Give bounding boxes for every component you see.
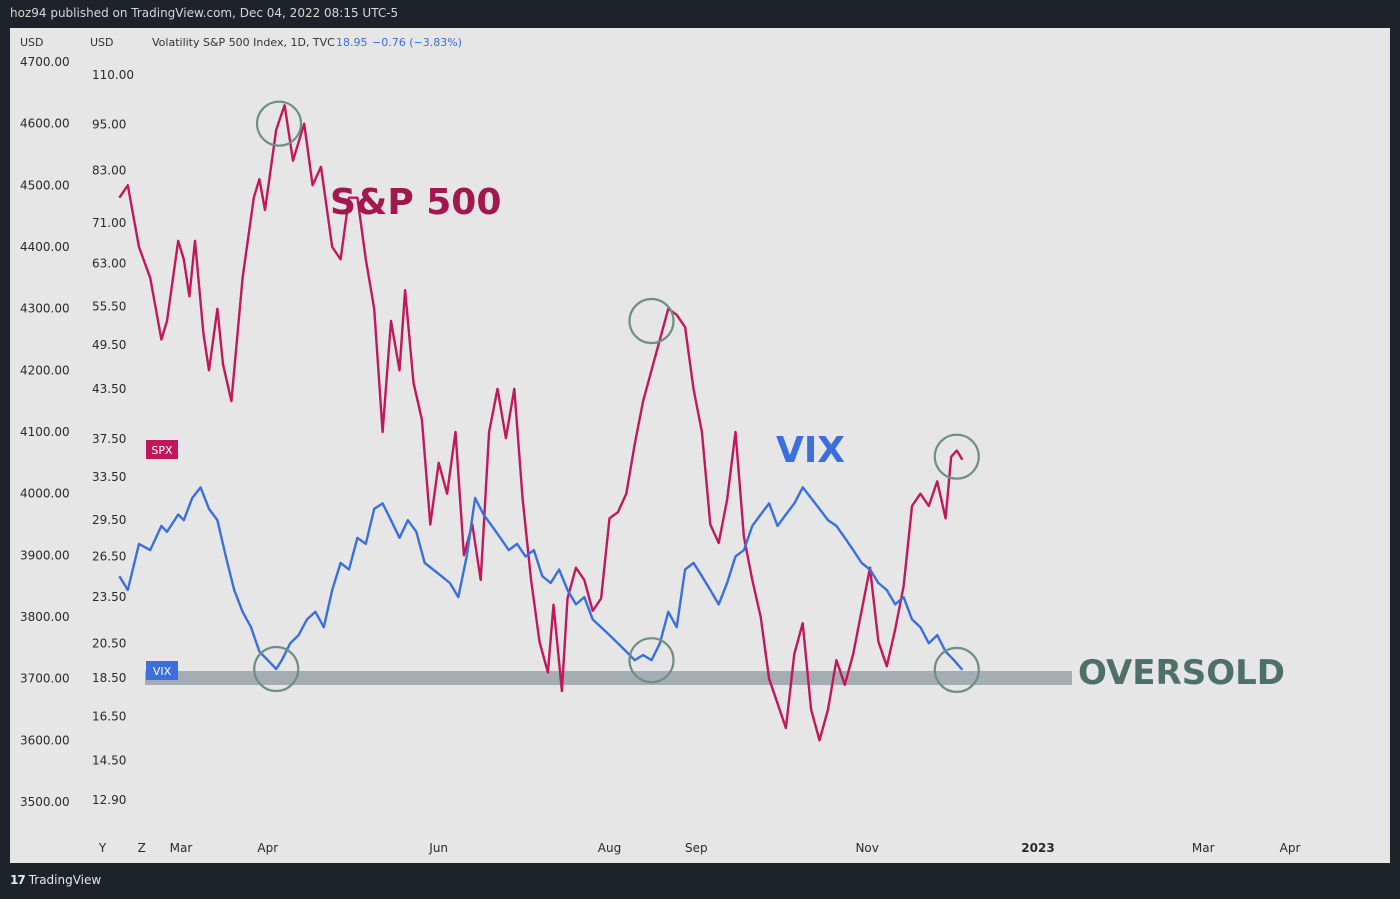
tradingview-logo-icon: 17	[10, 873, 26, 887]
left-currency-label: USD	[20, 36, 44, 49]
right-tick-label: 83.00	[92, 163, 126, 177]
highlight-circle	[933, 433, 980, 480]
oversold-band	[145, 671, 1072, 685]
right-tick-label: 49.50	[92, 338, 126, 352]
x-tick-label: Apr	[1280, 841, 1301, 855]
left-tick-label: 3600.00	[20, 733, 70, 747]
highlight-circle	[628, 297, 675, 345]
x-tick-label: 2023	[1021, 841, 1054, 855]
right-tick-label: 16.50	[92, 710, 126, 724]
x-tick-label: Mar	[1192, 841, 1215, 855]
left-tick-label: 4600.00	[20, 117, 70, 131]
highlight-circle	[255, 100, 303, 147]
spx-tag-bg	[146, 440, 178, 459]
legend-change: −0.76 (−3.83%)	[372, 36, 462, 49]
vix-series-line	[118, 486, 964, 671]
publish-header: hoz94 published on TradingView.com, Dec …	[0, 0, 1400, 28]
publish-info: hoz94 published on TradingView.com, Dec …	[10, 6, 399, 20]
right-tick-label: 95.00	[92, 118, 126, 132]
right-tick-label: 63.00	[92, 257, 126, 271]
right-tick-label: 20.50	[92, 636, 126, 650]
x-tick-label: Mar	[170, 841, 193, 855]
x-axis: Y Z Mar Apr Jun Aug Sep Nov 2023 Mar Apr	[98, 841, 1301, 855]
right-tick-label: 18.50	[92, 671, 126, 685]
spx-series-line	[118, 104, 964, 742]
left-tick-label: 3900.00	[20, 548, 70, 562]
left-tick-label: 4300.00	[20, 302, 70, 316]
x-tick-label: Y	[98, 841, 107, 855]
right-tick-label: 110.00	[92, 68, 134, 82]
vix-annotation: VIX	[776, 430, 845, 471]
right-tick-label: 12.90	[92, 793, 126, 807]
vix-tag-bg	[146, 661, 178, 680]
tradingview-brand: TradingView	[28, 873, 102, 887]
footer-bar	[0, 863, 1400, 899]
right-tick-label: 37.50	[92, 432, 126, 446]
left-tick-label: 4400.00	[20, 240, 70, 254]
left-tick-label: 3500.00	[20, 795, 70, 809]
right-tick-label: 71.00	[92, 216, 126, 230]
right-tick-label: 43.50	[92, 382, 126, 396]
left-tick-label: 4200.00	[20, 363, 70, 377]
x-tick-label: Apr	[257, 841, 278, 855]
spx-tag: SPX	[151, 444, 173, 457]
right-axis: 110.00 95.00 83.00 71.00 63.00 55.50 49.50 43.5…	[92, 68, 134, 807]
legend-last-value: 18.95	[336, 36, 368, 49]
x-tick-label: Sep	[685, 841, 708, 855]
x-tick-label: Aug	[598, 841, 621, 855]
left-tick-label: 4000.00	[20, 487, 70, 501]
tradingview-logo: 17 TradingView	[10, 873, 101, 887]
right-currency-label: USD	[90, 36, 114, 49]
legend-title: Volatility S&P 500 Index, 1D, TVC	[152, 36, 335, 49]
oversold-annotation: OVERSOLD	[1078, 653, 1285, 693]
right-tick-label: 14.50	[92, 753, 126, 767]
highlight-circle	[933, 646, 980, 693]
highlight-circle	[628, 637, 675, 684]
right-tick-label: 29.50	[92, 513, 126, 527]
left-tick-label: 4100.00	[20, 425, 70, 439]
sp500-annotation: S&P 500	[330, 182, 501, 223]
highlight-circle	[253, 645, 300, 693]
left-tick-label: 3800.00	[20, 610, 70, 624]
left-tick-label: 4500.00	[20, 178, 70, 192]
x-tick-label: Z	[138, 841, 146, 855]
right-tick-label: 23.50	[92, 590, 126, 604]
x-tick-label: Nov	[855, 841, 878, 855]
highlight-circles	[253, 100, 980, 693]
left-tick-label: 4700.00	[20, 55, 70, 69]
right-tick-label: 33.50	[92, 470, 126, 484]
right-tick-label: 26.50	[92, 549, 126, 563]
chart-frame	[10, 28, 1390, 863]
left-tick-label: 3700.00	[20, 672, 70, 686]
left-axis: 4700.00 4600.00 4500.00 4400.00 4300.00 4200.…	[20, 55, 70, 809]
right-tick-label: 55.50	[92, 299, 126, 313]
x-tick-label: Jun	[428, 841, 448, 855]
vix-tag: VIX	[153, 665, 172, 678]
